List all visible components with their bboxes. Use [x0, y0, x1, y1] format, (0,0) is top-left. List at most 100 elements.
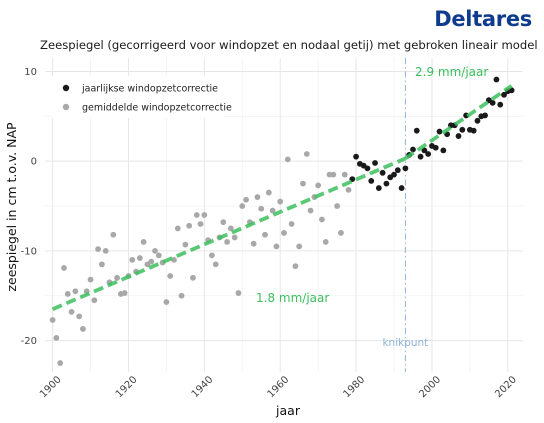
legend-marker-yearly: [62, 84, 70, 92]
yearly-correction-point: [497, 101, 504, 108]
averaged-correction-point: [284, 156, 291, 163]
averaged-correction-point: [182, 241, 189, 248]
yearly-correction-point: [391, 171, 397, 178]
yearly-correction-point: [501, 91, 507, 98]
averaged-correction-point: [80, 326, 86, 332]
yearly-correction-point: [379, 169, 386, 176]
averaged-correction-point: [212, 261, 219, 268]
x-tick-label: 1920: [114, 374, 140, 400]
x-tick-label: 1900: [38, 374, 64, 400]
averaged-correction-point: [68, 308, 75, 315]
yearly-correction-point: [368, 178, 375, 184]
averaged-correction-point: [178, 292, 185, 299]
x-axis-title: jaar: [275, 403, 301, 418]
yearly-correction-point: [474, 117, 481, 124]
averaged-correction-point: [231, 234, 238, 241]
averaged-correction-point: [288, 221, 295, 227]
data-points: [49, 76, 515, 366]
averaged-correction-point: [61, 265, 67, 271]
averaged-correction-point: [254, 194, 261, 200]
averaged-correction-point: [239, 203, 246, 209]
legend-label-yearly: jaarlijkse windopzetcorrectie: [81, 84, 218, 95]
averaged-correction-point: [273, 243, 280, 250]
yearly-correction-point: [470, 127, 477, 134]
yearly-correction-point: [421, 147, 428, 154]
y-tick-label: -10: [21, 246, 37, 257]
averaged-correction-point: [224, 239, 230, 245]
y-axis-title: zeespiegel in cm t.o.v. NAP: [4, 122, 19, 292]
averaged-correction-point: [167, 273, 174, 279]
yearly-correction-point: [493, 76, 500, 83]
yearly-correction-point: [489, 99, 496, 106]
legend-label-averaged: gemiddelde windopzetcorrectie: [82, 103, 232, 114]
averaged-correction-point: [341, 171, 348, 178]
yearly-correction-point: [394, 167, 401, 174]
averaged-correction-point: [197, 221, 204, 227]
averaged-correction-point: [87, 276, 94, 283]
yearly-correction-point: [375, 185, 382, 191]
averaged-correction-point: [72, 288, 79, 295]
averaged-correction-point: [163, 299, 170, 305]
averaged-correction-point: [334, 203, 341, 209]
averaged-correction-point: [277, 198, 284, 205]
averaged-correction-point: [281, 230, 287, 236]
averaged-correction-point: [303, 151, 310, 157]
averaged-correction-point: [307, 207, 314, 214]
averaged-correction-point: [171, 256, 177, 263]
trend-label-early: 1.8 mm/jaar: [256, 291, 329, 305]
legend: jaarlijkse windopzetcorrectie gemiddelde …: [52, 76, 232, 118]
averaged-correction-point: [53, 335, 60, 341]
y-tick-label: 10: [24, 67, 37, 78]
x-tick-label: 1940: [190, 374, 216, 400]
averaged-correction-point: [186, 222, 193, 229]
yearly-correction-point: [425, 151, 432, 157]
averaged-correction-point: [174, 225, 181, 232]
yearly-correction-point: [383, 180, 390, 187]
averaged-correction-point: [300, 180, 306, 187]
averaged-correction-point: [296, 243, 303, 250]
x-tick-label: 2000: [417, 374, 443, 400]
averaged-correction-point: [190, 274, 196, 281]
annotations: 1.8 mm/jaar 2.9 mm/jaar knikpunt: [51, 65, 513, 349]
averaged-correction-point: [193, 212, 200, 218]
averaged-correction-point: [57, 360, 64, 366]
averaged-correction-point: [345, 186, 352, 193]
x-tick-label: 1960: [266, 374, 292, 400]
y-tick-label: -20: [21, 336, 37, 347]
yearly-correction-point: [432, 144, 439, 151]
averaged-correction-point: [315, 182, 322, 189]
x-tick-label: 1980: [341, 374, 367, 400]
yearly-correction-point: [459, 126, 466, 133]
yearly-correction-point: [482, 112, 488, 119]
averaged-correction-point: [269, 207, 276, 214]
deltares-logo: Deltares: [434, 7, 532, 31]
averaged-correction-point: [76, 313, 83, 320]
averaged-correction-point: [265, 189, 272, 196]
yearly-correction-point: [402, 165, 409, 172]
yearly-correction-point: [372, 160, 378, 166]
averaged-correction-point: [110, 231, 117, 238]
averaged-correction-point: [129, 256, 136, 263]
averaged-correction-point: [49, 317, 56, 323]
yearly-correction-point: [440, 147, 447, 154]
knikpunt-label: knikpunt: [382, 337, 428, 349]
averaged-correction-point: [322, 239, 329, 245]
yearly-correction-point: [417, 153, 424, 160]
averaged-correction-point: [250, 240, 257, 247]
averaged-correction-point: [292, 263, 299, 270]
yearly-correction-point: [353, 153, 359, 160]
averaged-correction-point: [262, 231, 268, 238]
trend-segment-2: [404, 84, 513, 161]
averaged-correction-point: [227, 225, 234, 232]
yearly-correction-point: [455, 133, 462, 139]
legend-background: [52, 76, 224, 118]
legend-marker-averaged: [62, 103, 70, 111]
averaged-correction-point: [330, 171, 337, 178]
averaged-correction-point: [201, 212, 208, 218]
averaged-correction-point: [140, 239, 147, 245]
grid: [45, 58, 523, 372]
yearly-correction-point: [364, 165, 371, 172]
averaged-correction-point: [64, 291, 71, 297]
averaged-correction-point: [235, 290, 242, 296]
averaged-correction-point: [99, 261, 105, 268]
